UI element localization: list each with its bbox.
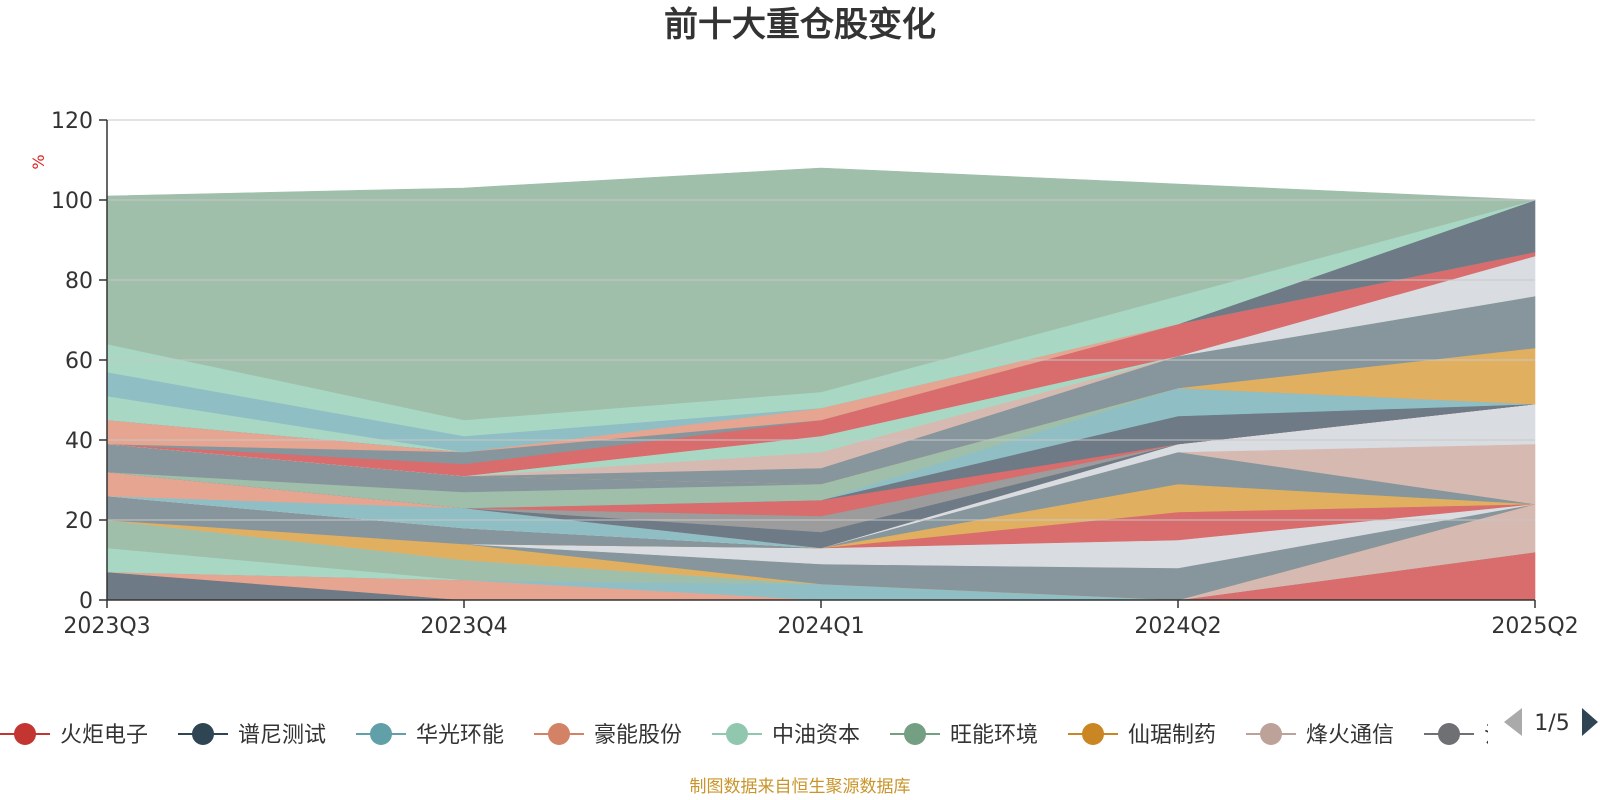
legend-marker-icon (14, 723, 36, 745)
legend-marker-icon (192, 723, 214, 745)
legend-marker-icon (1082, 723, 1104, 745)
legend-label: 中油资本 (772, 723, 860, 748)
legend-item[interactable]: 火炬电子 (0, 723, 148, 748)
y-axis-unit: % (29, 154, 48, 169)
legend-marker-icon (548, 723, 570, 745)
x-tick-label: 2025Q2 (1491, 614, 1578, 639)
legend-marker-icon (904, 723, 926, 745)
axes: 0 20 40 60 80 100 120 2023Q3 2023Q4 2024Q1 2024Q2 2… (51, 109, 1579, 639)
x-tick-label: 2024Q2 (1134, 614, 1221, 639)
legend-item[interactable]: 氵 (1424, 723, 1506, 748)
legend-item[interactable]: 谱尼测试 (178, 723, 326, 748)
y-tick-label: 120 (51, 109, 93, 134)
legend-items: 火炬电子 谱尼测试 华光环能 豪能股份 中油资本 旺能环境 仙琚制药 烽火通信 氵 (0, 723, 1506, 748)
legend-label: 仙琚制药 (1128, 723, 1216, 748)
area-layer-37 (106, 167, 1536, 421)
legend-item[interactable]: 烽火通信 (1246, 723, 1394, 748)
grid-lines (107, 119, 1535, 521)
legend-label: 华光环能 (416, 723, 504, 748)
legend-label: 豪能股份 (594, 723, 682, 748)
legend-item[interactable]: 仙琚制药 (1068, 723, 1216, 748)
legend-prev-page-icon[interactable] (1504, 708, 1522, 736)
legend: 火炬电子 谱尼测试 华光环能 豪能股份 中油资本 旺能环境 仙琚制药 烽火通信 氵 (0, 723, 1506, 748)
y-tick-label: 20 (65, 509, 93, 534)
legend-label: 火炬电子 (60, 723, 148, 748)
source-note: 制图数据来自恒生聚源数据库 (690, 777, 911, 797)
y-tick-label: 100 (51, 189, 93, 214)
legend-marker-icon (726, 723, 748, 745)
y-tick-label: 40 (65, 429, 93, 454)
legend-marker-icon (1260, 723, 1282, 745)
legend-page-indicator: 1/5 (1534, 711, 1569, 736)
legend-item[interactable]: 旺能环境 (890, 723, 1038, 748)
y-tick-label: 60 (65, 349, 93, 374)
x-tick-label: 2023Q3 (63, 614, 150, 639)
legend-label: 烽火通信 (1306, 723, 1394, 748)
legend-item[interactable]: 中油资本 (712, 723, 860, 748)
chart-title: 前十大重仓股变化 (664, 5, 936, 45)
legend-label: 旺能环境 (950, 723, 1038, 748)
legend-label: 谱尼测试 (238, 723, 326, 748)
legend-marker-icon (370, 723, 392, 745)
legend-item[interactable]: 豪能股份 (534, 723, 682, 748)
legend-item[interactable]: 华光环能 (356, 723, 504, 748)
legend-pager: 1/5 (1504, 708, 1598, 736)
legend-label: 氵 (1484, 723, 1506, 748)
y-tick-label: 80 (65, 269, 93, 294)
plot-areas (106, 167, 1536, 601)
y-tick-label: 0 (79, 589, 93, 614)
legend-marker-icon (1438, 723, 1460, 745)
x-tick-label: 2024Q1 (777, 614, 864, 639)
x-tick-label: 2023Q4 (420, 614, 507, 639)
legend-next-page-icon[interactable] (1582, 708, 1598, 736)
